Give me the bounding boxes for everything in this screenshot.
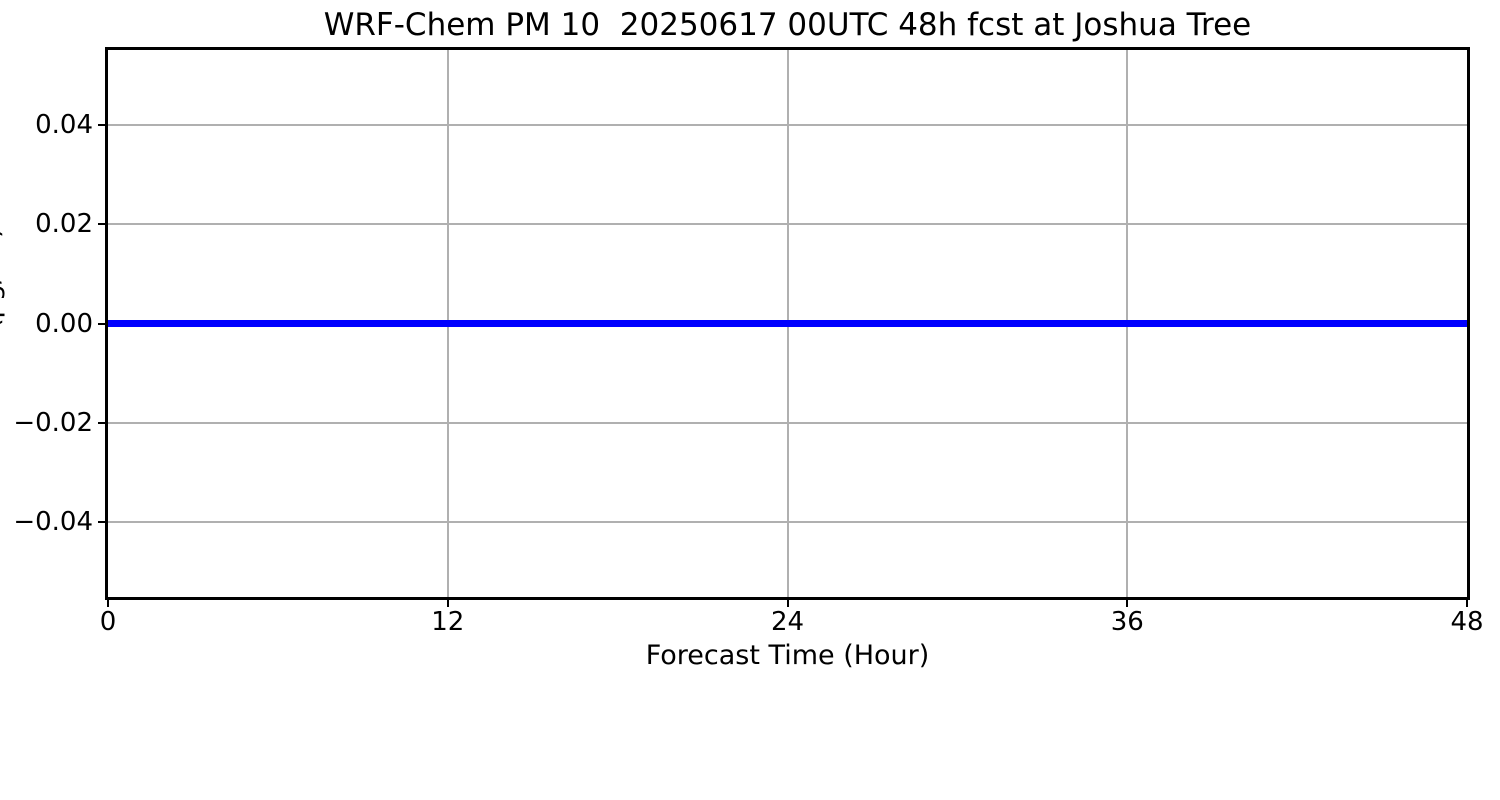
y-tick-mark (98, 223, 105, 226)
x-tick-label: 12 (431, 607, 465, 637)
x-tick-mark (786, 600, 789, 607)
plot-area (105, 47, 1470, 600)
y-tick-mark (98, 123, 105, 126)
chart-title: WRF-Chem PM 10 20250617 00UTC 48h fcst a… (323, 7, 1252, 43)
x-tick-mark (107, 600, 109, 607)
data-line-svg (108, 320, 1467, 327)
y-tick-label: −0.02 (13, 407, 93, 438)
y-tick-label: 0.04 (35, 109, 93, 140)
x-tick-mark (1466, 600, 1468, 607)
y-tick-label: 0.00 (35, 308, 93, 339)
x-tick-label: 48 (1450, 607, 1484, 637)
y-tick-label: −0.04 (13, 507, 93, 538)
x-tick-mark (446, 600, 449, 607)
y-tick-mark (98, 421, 105, 424)
y-tick-mark (98, 322, 105, 325)
x-axis-label: Forecast Time (Hour) (645, 640, 930, 671)
x-tick-mark (1126, 600, 1129, 607)
y-tick-label: 0.02 (35, 209, 93, 240)
x-tick-label: 0 (99, 607, 117, 637)
y-tick-mark (98, 521, 105, 524)
x-tick-label: 24 (770, 607, 805, 637)
x-tick-label: 36 (1110, 607, 1144, 637)
